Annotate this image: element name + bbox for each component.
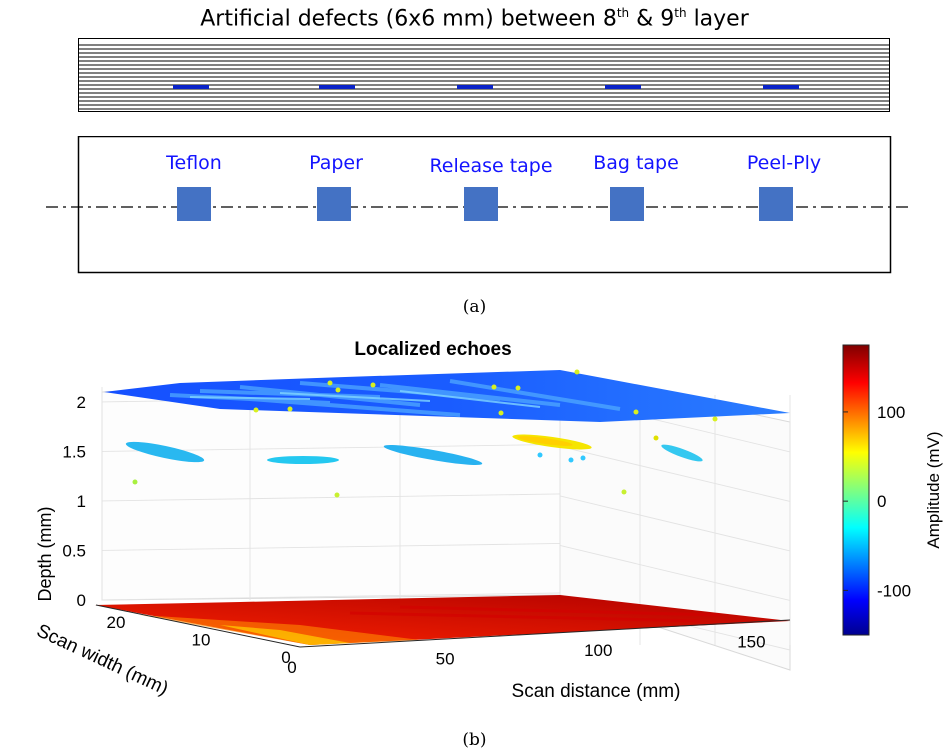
grid-line — [101, 592, 561, 601]
grid-line — [559, 495, 791, 552]
cross-section-defect — [763, 85, 799, 89]
colorbar-tick-label: -100 — [877, 581, 911, 600]
figure-a-title: Artificial defects (6x6 mm) between 8th … — [200, 6, 749, 32]
back-surface-echoes — [95, 595, 790, 645]
z-tick-label: 1 — [77, 492, 86, 511]
grid-line — [101, 543, 561, 551]
echo-point — [334, 492, 340, 498]
echo-point — [327, 380, 333, 386]
cross-section-defect — [605, 85, 641, 89]
y-tick-label: 20 — [107, 613, 126, 632]
echo-point — [498, 410, 504, 416]
defect-label-bag-tape: Bag tape — [593, 152, 679, 174]
z-tick-label: 0.5 — [62, 541, 86, 560]
echo-point — [712, 416, 718, 422]
defect-label-peel-ply: Peel-Ply — [746, 152, 822, 174]
echo-point — [253, 407, 259, 413]
caption-a: (a) — [462, 297, 487, 317]
cross-section-defect — [319, 85, 355, 89]
echo-point — [568, 457, 574, 463]
z-tick-label: 1.5 — [62, 442, 86, 461]
defect-square — [610, 187, 644, 221]
grid-line — [101, 493, 561, 502]
colorbar-tick-label: 100 — [877, 403, 905, 422]
z-tick-label: 0 — [77, 591, 86, 610]
echo-point — [370, 382, 376, 388]
floor-axes — [95, 604, 791, 648]
echo-point — [287, 406, 293, 412]
colorbar-label: Amplitude (mV) — [924, 431, 943, 548]
x-axis-label: Scan distance (mm) — [512, 681, 681, 702]
defect-square — [177, 187, 211, 221]
laminate-cross-section — [78, 38, 890, 112]
echo-point — [515, 385, 521, 391]
localized-echoes-chart: Depth (mm) 0 0.5 1 1.5 2 0 50 100 150 0 10 20 Sca… — [33, 339, 943, 702]
axes-box — [101, 372, 791, 671]
defect-echoes — [125, 434, 703, 498]
x-tick-label: 0 — [287, 658, 296, 677]
echo-point — [653, 435, 659, 441]
y-axis-label: Scan width (mm) — [33, 620, 171, 699]
echo-point — [491, 384, 497, 390]
colorbar — [842, 344, 870, 636]
echo-point — [621, 489, 627, 495]
cross-section-defect — [173, 85, 209, 89]
echo-point — [132, 479, 138, 485]
grid-line — [559, 445, 791, 502]
y-tick-label: 10 — [192, 631, 211, 650]
echo-point — [335, 387, 341, 393]
cross-section-defect — [457, 85, 493, 89]
x-tick-label: 100 — [584, 641, 612, 660]
echo-point — [633, 409, 639, 415]
echo-point — [574, 369, 580, 375]
x-tick-label: 150 — [737, 633, 765, 652]
echo-point — [580, 455, 586, 461]
chart-title: Localized echoes — [354, 339, 511, 360]
z-axis-label: Depth (mm) — [35, 506, 55, 601]
defect-square — [464, 187, 498, 221]
defect-square — [317, 187, 351, 221]
defect-square — [759, 187, 793, 221]
defect-label-teflon: Teflon — [166, 152, 222, 174]
z-tick-label: 2 — [77, 393, 86, 412]
defect-label-release-tape: Release tape — [429, 155, 553, 177]
y-tick-label: 0 — [281, 648, 290, 667]
x-tick-label: 50 — [436, 650, 455, 669]
defect-label-paper: Paper — [309, 152, 363, 174]
grid-line — [559, 545, 791, 601]
colorbar-tick-label: 0 — [877, 492, 886, 511]
laminate-top-view — [46, 136, 908, 274]
caption-b: (b) — [462, 730, 487, 750]
echo-point — [537, 452, 543, 458]
front-surface-echoes — [104, 369, 790, 422]
